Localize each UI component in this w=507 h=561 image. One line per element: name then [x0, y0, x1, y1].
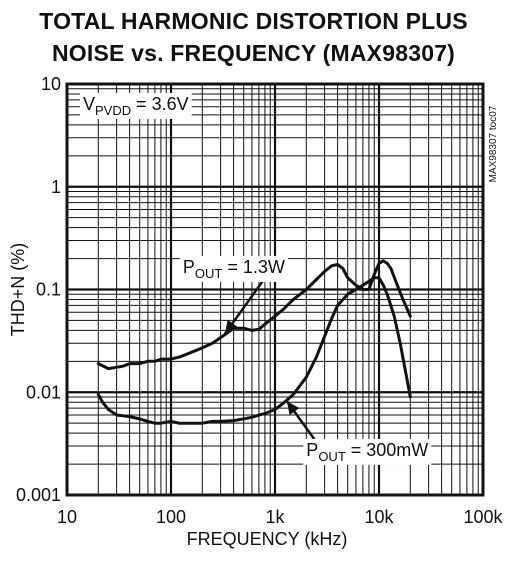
label-background	[303, 438, 432, 465]
y-tick-label: 10	[41, 74, 61, 94]
series-label-2: POUT = 300mW	[303, 438, 432, 465]
annotation-arrow-head	[286, 401, 300, 416]
plot-frame	[65, 82, 485, 497]
label-background	[80, 93, 192, 119]
y-tick-label: 0.001	[16, 485, 61, 505]
series-label-1: POUT = 1.3W	[179, 255, 288, 282]
y-tick-label: 0.1	[36, 280, 61, 300]
label-text: POUT = 300mW	[306, 440, 428, 464]
label-background	[179, 255, 288, 282]
chart-id-label: MAX98307 toc07	[488, 105, 499, 182]
series-line-2	[96, 276, 412, 425]
y-tick-label: 0.01	[26, 382, 61, 402]
x-axis-label: FREQUENCY (kHz)	[187, 529, 348, 549]
label-text: POUT = 1.3W	[183, 257, 285, 281]
annotations: VPVDD = 3.6V POUT = 1.3W POUT = 300mW	[80, 93, 432, 465]
chart-title-line-1: TOTAL HARMONIC DISTORTION PLUS	[39, 8, 468, 34]
annotation-arrow-head	[224, 319, 238, 334]
chart-title-line-2: NOISE vs. FREQUENCY (MAX98307)	[51, 40, 456, 66]
grid	[67, 84, 483, 495]
x-tick-label: 1k	[265, 507, 285, 527]
x-tick-label: 10k	[364, 507, 394, 527]
y-tick-label: 1	[51, 177, 61, 197]
x-tick-label: 100	[156, 507, 186, 527]
x-tick-label: 100k	[463, 507, 503, 527]
series-line-1	[96, 259, 412, 371]
y-axis-label: THD+N (%)	[8, 243, 28, 337]
series	[96, 259, 412, 425]
x-tick-label: 10	[57, 507, 77, 527]
label-text: VPVDD = 3.6V	[83, 94, 189, 118]
condition-label: VPVDD = 3.6V	[80, 93, 192, 119]
axis-ticks: 10 100 1k 10k 100k 0.001 0.01 0.1 1 10	[16, 74, 504, 527]
